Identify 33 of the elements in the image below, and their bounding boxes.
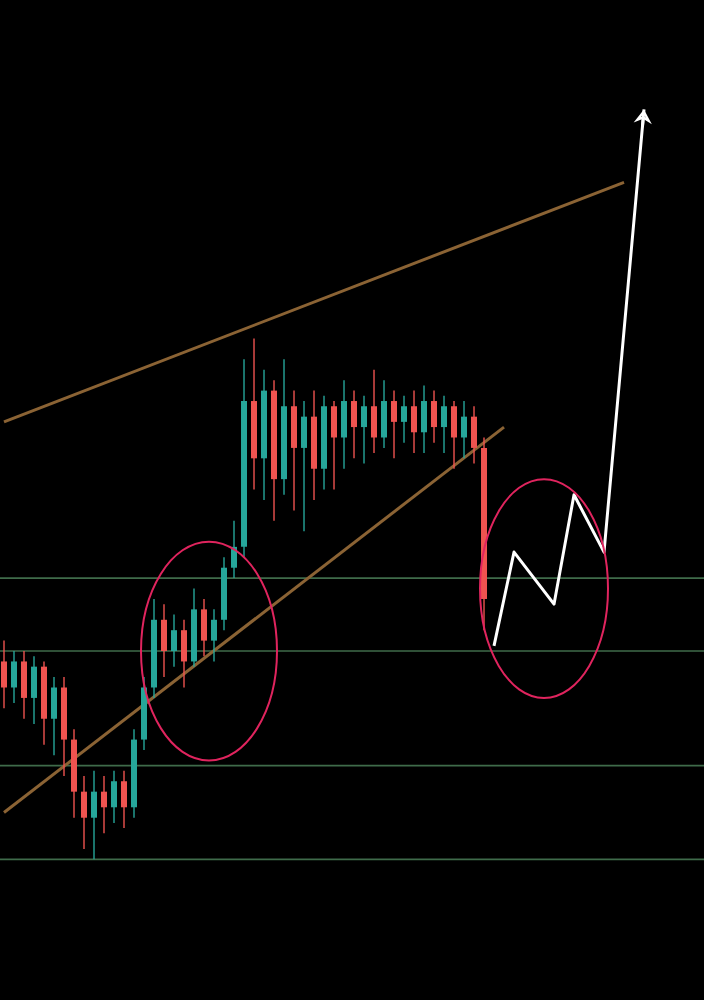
candlestick	[291, 389, 298, 512]
candlestick	[81, 775, 87, 850]
candlestick	[411, 389, 418, 454]
candlestick	[181, 619, 187, 689]
candlestick	[371, 369, 378, 454]
candlestick	[161, 603, 167, 678]
candlestick	[391, 389, 398, 460]
candlestick	[111, 770, 117, 824]
candlestick	[331, 400, 338, 491]
candlestick	[361, 395, 368, 465]
candlestick	[431, 389, 438, 444]
candlestick	[231, 520, 237, 579]
candlestick	[341, 379, 348, 470]
candlestick	[401, 395, 408, 444]
candlestick	[31, 655, 37, 725]
candlestick	[471, 405, 478, 465]
candlestick	[91, 770, 97, 861]
candlestick	[381, 379, 388, 449]
candlestick	[301, 400, 308, 532]
candlestick	[201, 598, 207, 657]
candlestick	[351, 389, 358, 460]
candlestick	[171, 613, 177, 668]
candlestick	[421, 384, 428, 454]
candlestick	[101, 775, 107, 835]
candlestick	[11, 650, 17, 704]
candlestick	[211, 608, 217, 663]
candlestick	[51, 676, 57, 756]
candlestick	[121, 770, 127, 829]
candlestick	[1, 639, 7, 710]
candlestick	[461, 400, 468, 460]
candlestick	[451, 400, 458, 470]
candlestick	[441, 395, 448, 454]
candlestick	[21, 650, 27, 720]
